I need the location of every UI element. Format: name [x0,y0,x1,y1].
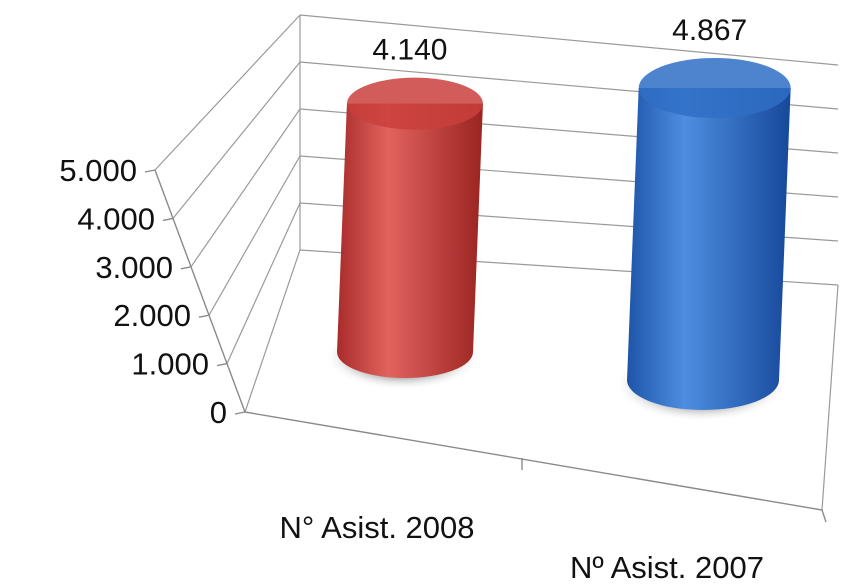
y-tick-mark [144,169,156,173]
x-axis-line [244,411,823,511]
category-labels: N° Asist. 2008 Nº Asist. 2007 [279,510,764,585]
y-tick-label: 5.000 [59,153,137,188]
category-label: N° Asist. 2008 [279,510,474,545]
side-gridline [244,249,301,413]
side-gridline [190,108,301,268]
data-label: 4.140 [372,34,447,67]
bar-top [346,77,483,130]
y-tick-labels: 01.000 2.000 3.000 4.000 5.000 [59,153,227,430]
back-gridline [299,14,839,66]
side-gridline [226,202,301,364]
side-gridline [172,61,301,219]
floor-right-edge [821,284,839,511]
bars [325,57,791,422]
y-tick-label: 3.000 [95,250,173,285]
y-tick-mark [234,411,246,415]
x-end-tick [821,509,827,523]
y-tick-mark [180,266,192,270]
y-tick-label: 1.000 [131,347,209,382]
data-label: 4.867 [672,14,747,47]
side-gridline [154,14,301,171]
y-tick-label: 0 [210,395,227,430]
category-label: Nº Asist. 2007 [570,550,764,585]
y-tick-mark [198,314,210,318]
bar [325,77,483,390]
bar-body [337,103,483,378]
bar [615,57,791,422]
y-tick-mark [216,362,228,367]
y-axis-line [154,169,246,413]
data-labels: 4.140 4.867 [372,14,747,67]
y-tick-label: 4.000 [77,201,155,236]
bar-top [638,57,791,118]
y-tick-label: 2.000 [113,298,191,333]
y-tick-mark [162,217,174,222]
bar-body [627,87,791,410]
axes [144,169,827,523]
side-gridline [208,155,301,316]
